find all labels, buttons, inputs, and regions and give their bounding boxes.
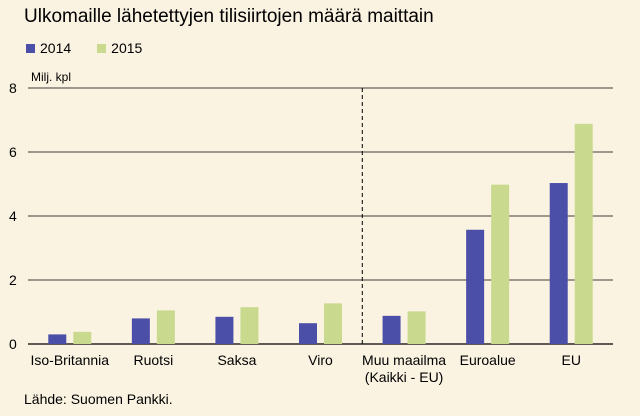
x-tick-label: (Kaikki - EU) (365, 369, 444, 385)
bar-2015 (491, 184, 510, 344)
bar-2014 (466, 229, 485, 344)
chart-title: Ulkomaille lähetettyjen tilisiirtojen mä… (24, 6, 434, 27)
bar-2014 (48, 334, 67, 344)
legend-label-2015: 2015 (111, 40, 143, 56)
source-note: Lähde: Suomen Pankki. (24, 391, 173, 407)
bar-2014 (131, 318, 150, 344)
y-tick-label: 8 (9, 80, 17, 96)
legend-item-2015: 2015 (97, 40, 142, 56)
x-tick-label: Iso-Britannia (30, 352, 109, 368)
y-tick-label: 0 (9, 336, 17, 352)
bar-2015 (73, 331, 92, 344)
bar-2014 (382, 315, 401, 344)
y-tick-label: 6 (9, 144, 17, 160)
x-tick-label: Ruotsi (134, 352, 174, 368)
y-axis-label: Milj. kpl (31, 70, 72, 84)
y-tick-label: 4 (9, 208, 17, 224)
x-tick-label: EU (561, 352, 580, 368)
x-tick-label: Muu maailma (362, 352, 446, 368)
legend-swatch-2014 (26, 43, 35, 53)
bar-2014 (215, 316, 234, 344)
bar-2015 (324, 303, 342, 344)
legend-label-2014: 2014 (40, 40, 72, 56)
x-tick-label: Saksa (217, 352, 256, 368)
bar-2014 (299, 323, 317, 344)
bar-2015 (574, 123, 593, 344)
bar-2015 (407, 311, 426, 344)
legend-item-2014: 2014 (26, 40, 71, 56)
legend-swatch-2015 (97, 43, 107, 53)
x-tick-label: Viro (308, 352, 333, 368)
y-tick-label: 2 (9, 272, 17, 288)
bar-2015 (156, 310, 175, 344)
chart-legend: 2014 2015 (26, 40, 168, 56)
bar-2014 (549, 183, 568, 344)
bar-2015 (240, 307, 259, 344)
x-tick-label: Euroalue (460, 352, 516, 368)
